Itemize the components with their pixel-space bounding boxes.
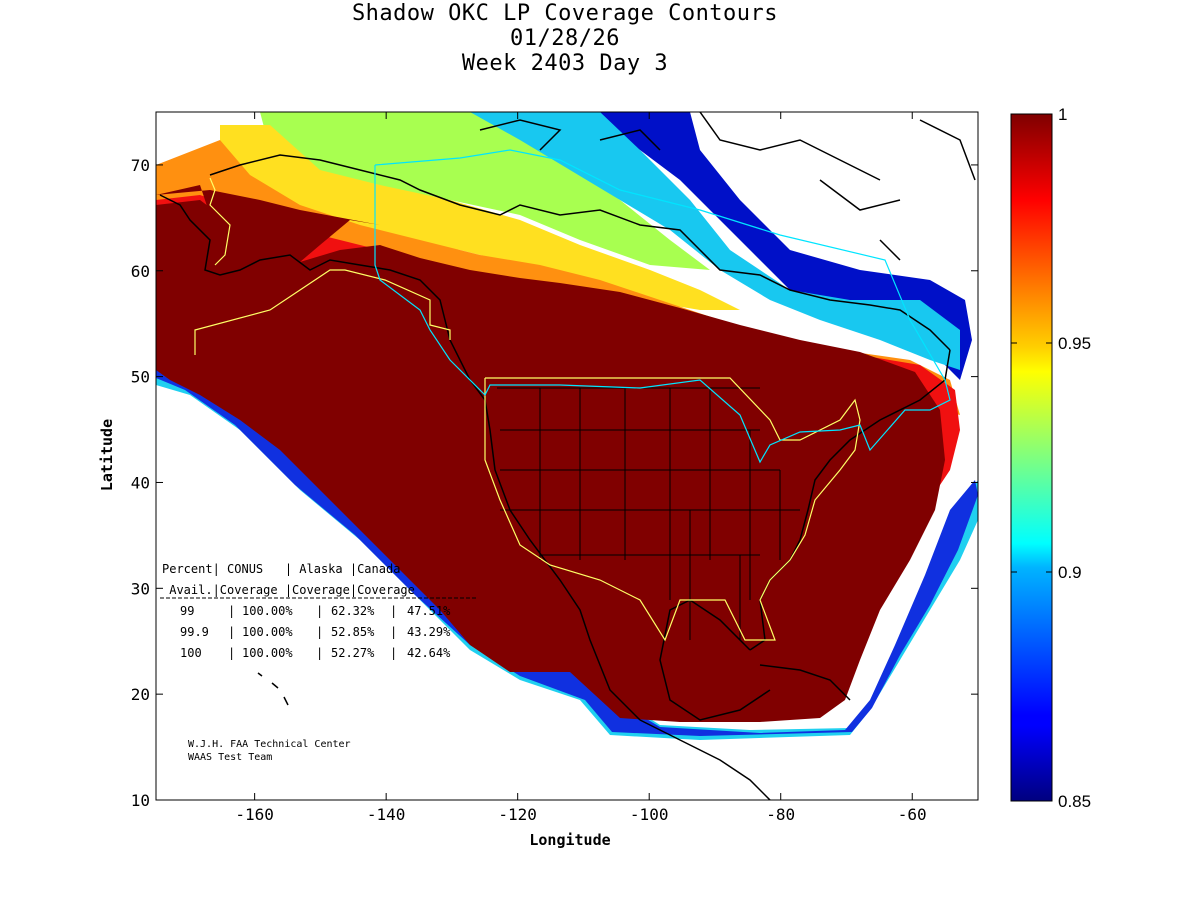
alaska-coastline: [159, 194, 486, 401]
plot-border: [155, 111, 979, 801]
map-date: 01/28/26: [510, 26, 620, 51]
y-tick-label: 50: [131, 368, 150, 387]
map-title: Shadow OKC LP Coverage Contours: [351, 1, 779, 26]
table-cell-conus: 100.00%: [242, 646, 293, 660]
colorbar: [1010, 113, 1053, 802]
y-tick-label: 10: [131, 791, 150, 810]
contour-full-coverage: [156, 200, 945, 722]
y-tick-label: 20: [131, 685, 150, 704]
alaska-service-boundary: [194, 177, 451, 355]
x-axis-ticks: -160 -140 -120 -100 -80 -60: [235, 112, 927, 824]
table-cell-conus: 100.00%: [242, 604, 293, 618]
table-cell-separator: |: [228, 604, 235, 618]
table-cell-separator: |: [228, 646, 235, 660]
canada-boundary-line: [374, 149, 951, 464]
y-tick-label: 30: [131, 579, 150, 598]
table-cell-alaska: 62.32%: [331, 604, 375, 618]
gulf-coastline: [659, 599, 771, 721]
north-coastline: [209, 154, 951, 351]
canada-boundary: [374, 149, 951, 464]
coverage-table: Percent| CONUS | Alaska |Canada Avail.|C…: [160, 562, 476, 660]
table-cell-alaska: 52.27%: [331, 646, 375, 660]
colorbar-tick-label: 0.85: [1058, 792, 1091, 811]
table-rows: 99 | 100.00% | 62.32% | 47.51% 99.9 | 100.00% | 52.…: [180, 604, 451, 660]
table-cell-percent: 99.9: [180, 625, 209, 639]
credit-line2: WAAS Test Team: [188, 752, 272, 763]
contour-cyan-band: [430, 112, 960, 370]
table-cell-conus: 100.00%: [242, 625, 293, 639]
y-tick-label: 40: [131, 473, 150, 492]
table-cell-separator: |: [316, 625, 323, 639]
table-cell-percent: 100: [180, 646, 202, 660]
hawaii-islands: [257, 672, 289, 706]
colorbar-tick-label: 0.9: [1058, 563, 1082, 582]
x-tick-label: -120: [498, 805, 537, 824]
x-tick-label: -100: [630, 805, 669, 824]
caribbean-islands: [759, 664, 851, 701]
table-cell-percent: 99: [180, 604, 194, 618]
service-boundary: [194, 177, 861, 642]
coverage-contours: [156, 112, 978, 740]
contour-alaska-core: [156, 185, 380, 285]
x-tick-label: -160: [235, 805, 274, 824]
table-cell-separator: |: [390, 604, 397, 618]
west-coastline: [484, 399, 641, 721]
x-tick-label: -60: [898, 805, 927, 824]
table-header-row2: Avail.|Coverage |Coverage|Coverage: [162, 583, 415, 597]
x-tick-label: -80: [766, 805, 795, 824]
arctic-islands: [479, 112, 976, 261]
table-cell-canada: 42.64%: [407, 646, 451, 660]
map-week-day: Week 2403 Day 3: [461, 51, 669, 76]
table-cell-separator: |: [316, 604, 323, 618]
central-america-coastline: [639, 719, 771, 800]
credit-line1: W.J.H. FAA Technical Center: [188, 739, 351, 750]
x-tick-label: -140: [367, 805, 406, 824]
y-axis-title: Latitude: [98, 419, 116, 491]
table-header-row1: Percent| CONUS | Alaska |Canada: [162, 562, 400, 576]
title-block: Shadow OKC LP Coverage Contours 01/28/26…: [0, 0, 1130, 76]
table-cell-canada: 47.51%: [407, 604, 451, 618]
colorbar-tick-label: 0.95: [1058, 334, 1091, 353]
contour-green-band: [260, 112, 710, 270]
coastlines: [159, 112, 976, 800]
contour-yellow-band: [220, 125, 740, 310]
table-cell-alaska: 52.85%: [331, 625, 375, 639]
y-tick-label: 70: [131, 156, 150, 175]
table-cell-canada: 43.29%: [407, 625, 451, 639]
table-cell-separator: |: [316, 646, 323, 660]
conus-service-boundary: [484, 377, 861, 642]
table-cell-separator: |: [390, 625, 397, 639]
y-tick-label: 60: [131, 262, 150, 281]
x-axis-title: Longitude: [529, 831, 610, 849]
colorbar-tick-label: 1: [1058, 105, 1067, 124]
colorbar-ticks: 1 0.95 0.9 0.85: [1011, 105, 1091, 811]
table-cell-separator: |: [390, 646, 397, 660]
y-axis-ticks: 10 20 30 40 50 60 70: [131, 156, 978, 810]
table-cell-separator: |: [228, 625, 235, 639]
